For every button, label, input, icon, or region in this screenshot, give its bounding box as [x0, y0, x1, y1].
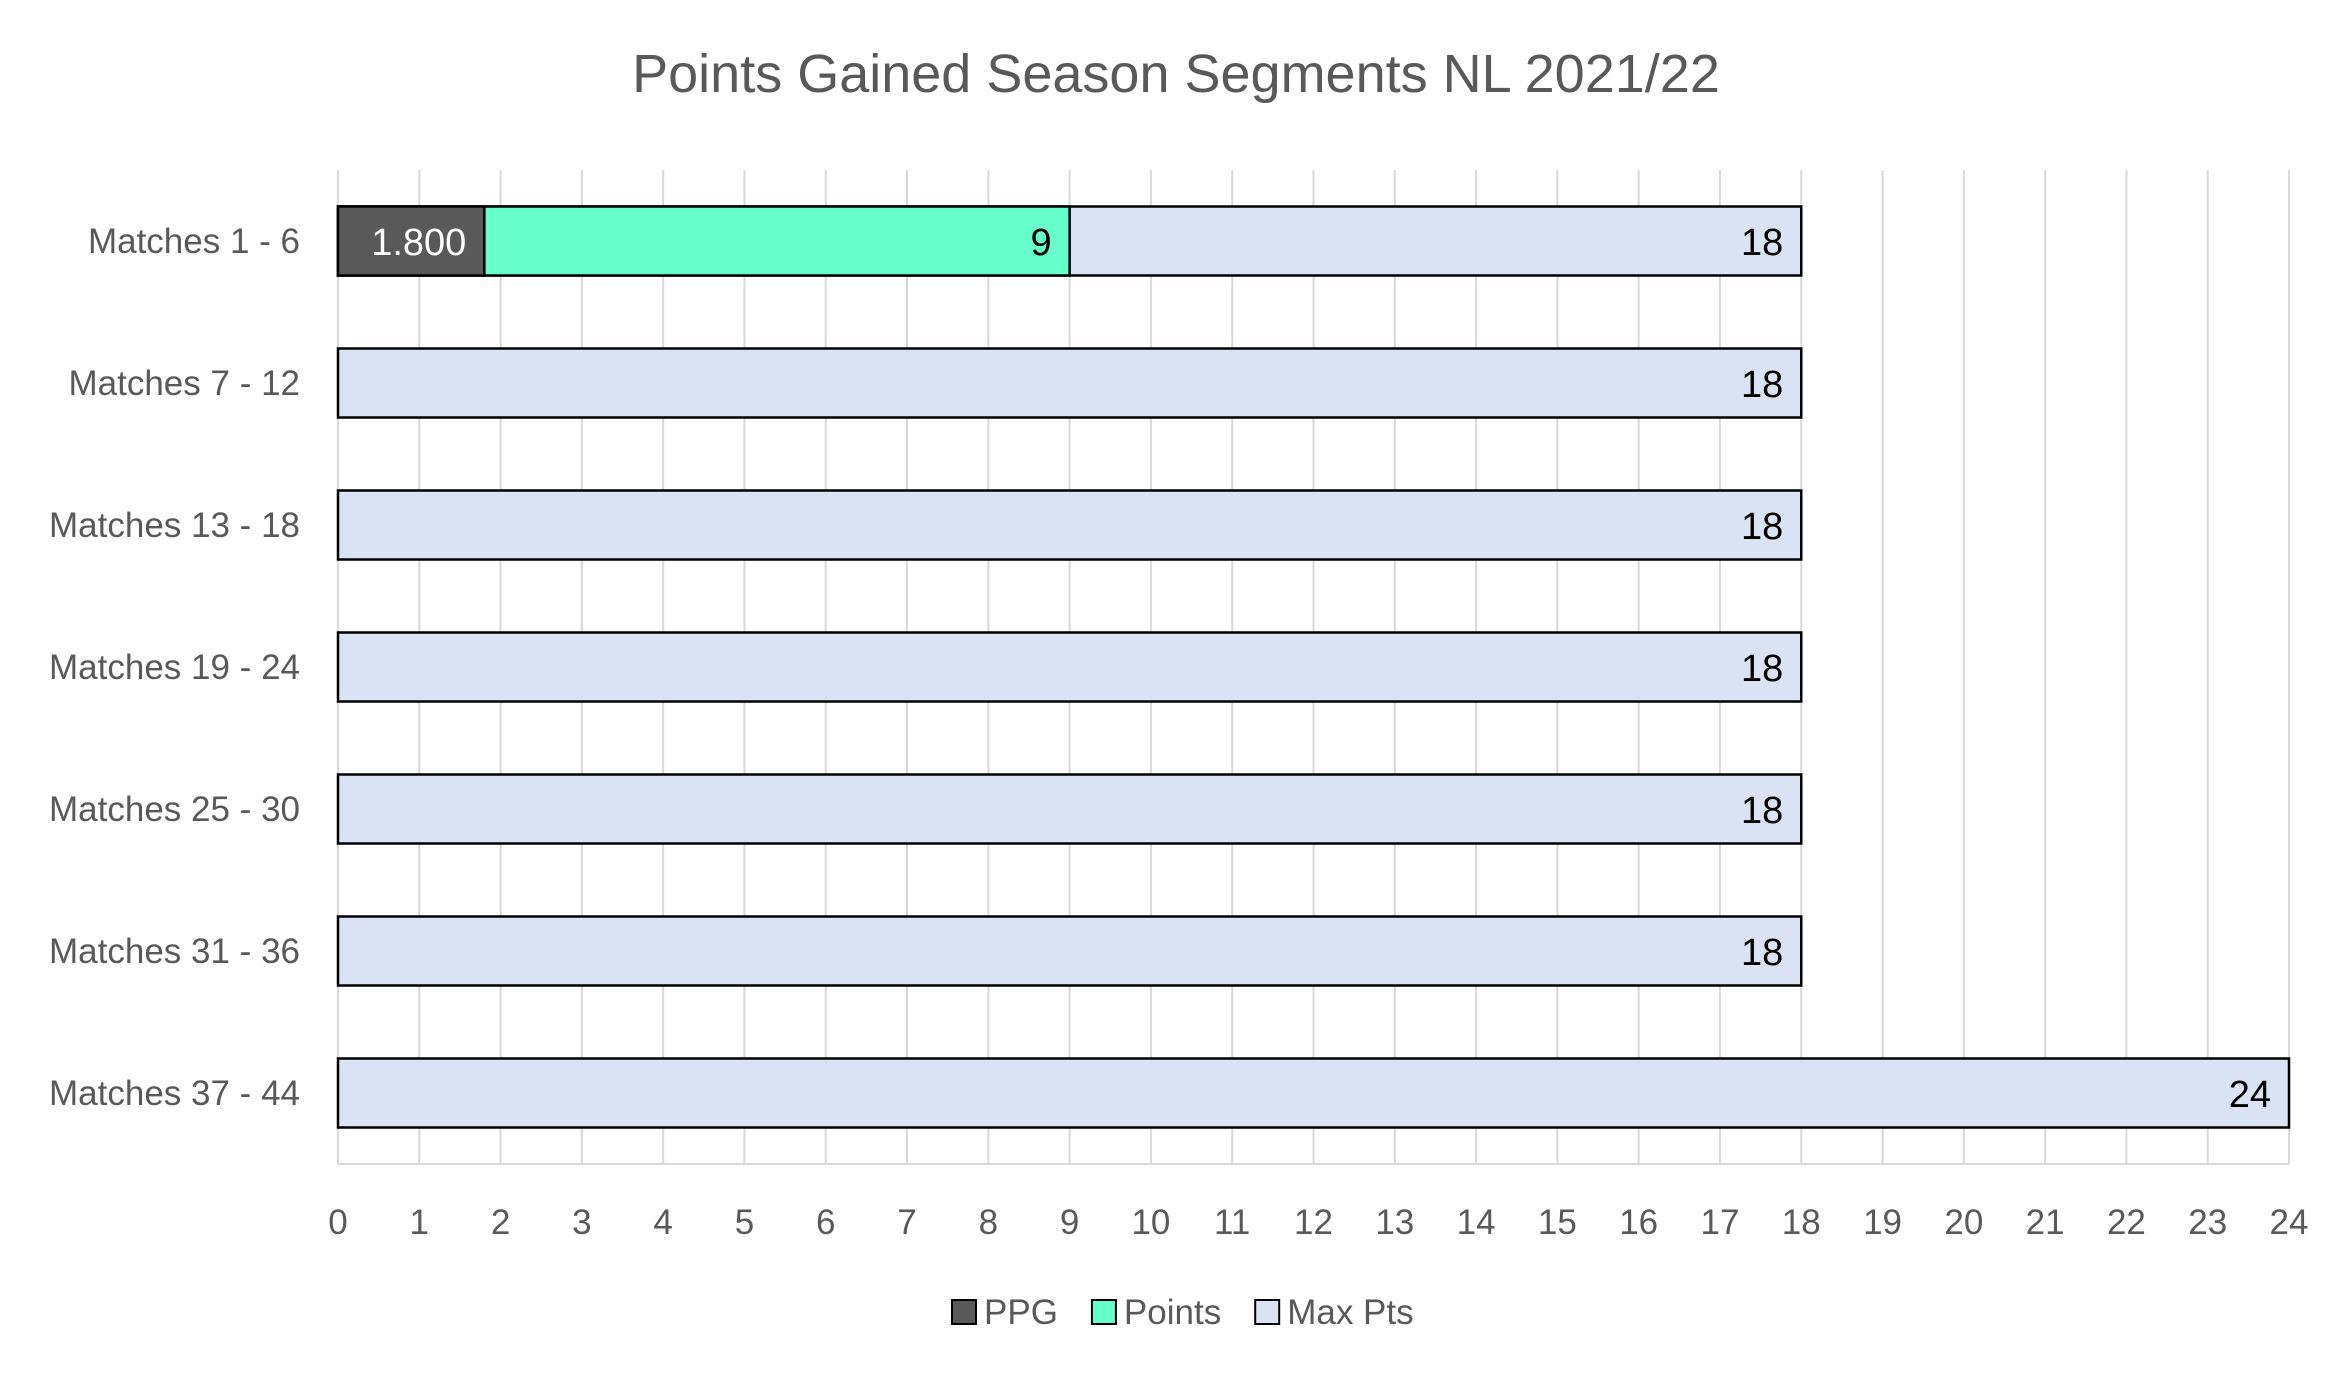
x-tick-label-12: 12: [1294, 1203, 1333, 1242]
x-tick-label-5: 5: [735, 1203, 754, 1242]
bar-max-pts-2: [336, 347, 1803, 419]
category-label-3: Matches 13 - 18: [49, 506, 300, 545]
x-tick-label-4: 4: [653, 1203, 672, 1242]
category-label-4: Matches 19 - 24: [49, 648, 300, 687]
x-tick-label-16: 16: [1619, 1203, 1658, 1242]
bar-max-pts-7: [336, 1057, 2291, 1129]
data-label-max-pts-6: 18: [1741, 932, 1783, 974]
data-label-max-pts-4: 18: [1741, 648, 1783, 690]
category-label-5: Matches 25 - 30: [49, 790, 300, 829]
x-tick-label-9: 9: [1060, 1203, 1079, 1242]
x-tick-label-24: 24: [2270, 1203, 2309, 1242]
x-tick-label-11: 11: [1214, 1203, 1250, 1242]
data-label-max-pts-2: 18: [1741, 364, 1783, 406]
legend-label-max-pts: Max Pts: [1287, 1293, 1413, 1332]
bar-ppg-1: [336, 205, 486, 277]
x-tick-label-6: 6: [816, 1203, 835, 1242]
data-label-max-pts-1: 18: [1741, 222, 1783, 264]
category-label-2: Matches 7 - 12: [69, 364, 301, 403]
x-tick-label-15: 15: [1538, 1203, 1577, 1242]
bar-max-pts-4: [336, 631, 1803, 703]
category-label-7: Matches 37 - 44: [49, 1074, 300, 1113]
data-label-max-pts-5: 18: [1741, 790, 1783, 832]
data-label-points-1: 9: [1030, 222, 1051, 264]
x-tick-label-0: 0: [328, 1203, 347, 1242]
legend-label-points: Points: [1124, 1293, 1221, 1332]
chart-title: Points Gained Season Segments NL 2021/22: [632, 44, 1720, 104]
x-tick-label-23: 23: [2188, 1203, 2227, 1242]
legend-swatch-points: [1090, 1299, 1117, 1325]
data-labels: 18 9 1.800 18 18 18 18 18 24: [371, 222, 2271, 1116]
data-label-max-pts-3: 18: [1741, 506, 1783, 548]
data-label-ppg-1: 1.800: [371, 222, 466, 264]
x-tick-label-2: 2: [491, 1203, 510, 1242]
x-tick-label-20: 20: [1944, 1203, 1983, 1242]
category-label-1: Matches 1 - 6: [88, 222, 300, 261]
data-label-max-pts-7: 24: [2229, 1074, 2271, 1116]
bar-max-pts-6: [336, 915, 1803, 987]
bar-max-pts-3: [336, 489, 1803, 561]
x-tick-label-19: 19: [1863, 1203, 1902, 1242]
bar-max-pts-5: [336, 773, 1803, 845]
category-label-6: Matches 31 - 36: [49, 932, 300, 971]
x-tick-label-3: 3: [572, 1203, 591, 1242]
x-tick-label-8: 8: [979, 1203, 998, 1242]
x-tick-label-17: 17: [1700, 1203, 1739, 1242]
legend-swatch-max-pts: [1254, 1299, 1281, 1325]
x-tick-label-21: 21: [2026, 1203, 2065, 1242]
x-tick-label-14: 14: [1457, 1203, 1496, 1242]
bars: [336, 205, 2291, 1129]
x-tick-label-1: 1: [410, 1203, 429, 1242]
x-tick-label-22: 22: [2107, 1203, 2146, 1242]
legend: PPG Points Max Pts: [951, 1293, 1414, 1332]
x-tick-label-10: 10: [1131, 1203, 1170, 1242]
x-tick-label-13: 13: [1375, 1203, 1414, 1242]
legend-swatch-ppg: [951, 1299, 977, 1325]
x-tick-label-18: 18: [1782, 1203, 1821, 1242]
axes: 0 1 2 3 4 5 6 7 8 9 10 11 12 13 14 15 16 17 18 19 20 21 22 23 24…: [49, 222, 2308, 1242]
legend-label-ppg: PPG: [984, 1293, 1058, 1332]
x-tick-label-7: 7: [897, 1203, 916, 1242]
